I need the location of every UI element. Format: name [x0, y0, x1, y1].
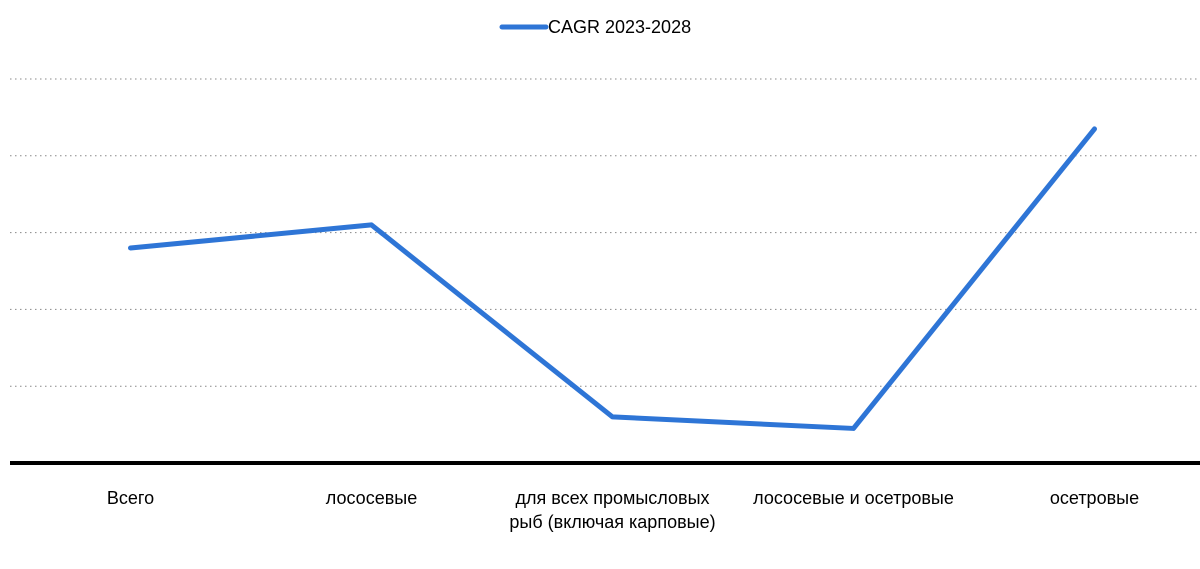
x-tick-label: лососевые и осетровые: [753, 488, 954, 508]
x-tick-label: для всех промысловых рыб (включая карпов…: [509, 488, 716, 532]
x-tick-label: лососевые: [325, 488, 418, 508]
x-tick-label: осетровые: [1049, 488, 1140, 508]
legend-label: CAGR 2023-2028: [548, 17, 691, 37]
data-line: [128, 126, 1097, 431]
x-tick-label: Всего: [106, 488, 155, 508]
